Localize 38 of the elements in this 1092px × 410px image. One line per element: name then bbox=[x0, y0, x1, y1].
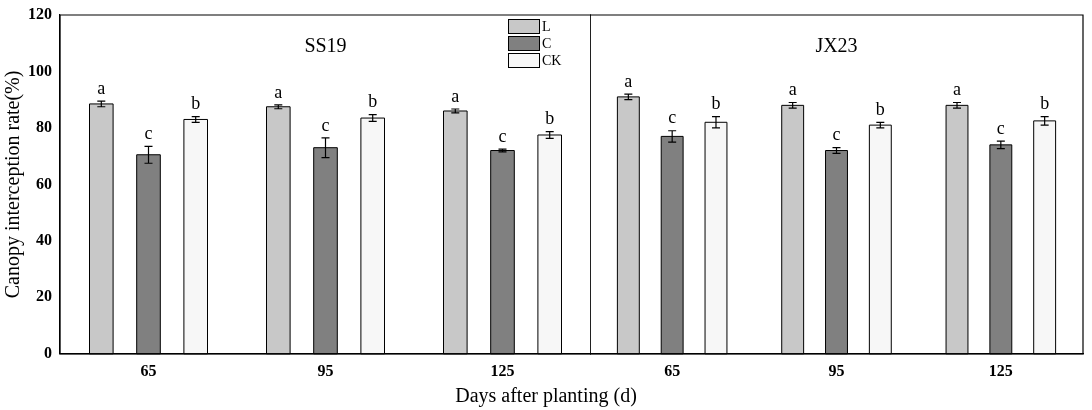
y-tick-label: 60 bbox=[36, 174, 52, 192]
data-label: c bbox=[321, 114, 330, 135]
y-tick-label: 120 bbox=[28, 5, 52, 23]
x-tick-label: 125 bbox=[988, 361, 1013, 379]
data-label: a bbox=[953, 79, 962, 100]
x-tick-label: 95 bbox=[828, 361, 845, 379]
x-tick-label: 125 bbox=[490, 361, 515, 379]
data-label: a bbox=[624, 70, 633, 91]
x-tick-label: 95 bbox=[317, 361, 334, 379]
text: JX23 bbox=[815, 34, 858, 57]
y-tick-label: 0 bbox=[44, 343, 52, 361]
x-tick-label: 65 bbox=[664, 361, 681, 379]
data-label: b bbox=[368, 91, 378, 112]
x-tick-label: 65 bbox=[140, 361, 157, 379]
x-axis-title: Days after planting (d) bbox=[454, 384, 638, 407]
data-label: b bbox=[1040, 93, 1050, 114]
text: SS19 bbox=[304, 34, 347, 57]
data-label: c bbox=[996, 117, 1005, 138]
y-tick-label: 20 bbox=[36, 287, 52, 305]
data-label: a bbox=[97, 77, 106, 98]
data-label: c bbox=[832, 124, 841, 145]
data-label: b bbox=[191, 93, 201, 114]
y-tick-label: 100 bbox=[28, 61, 52, 79]
y-axis-title: Canopy interception rate(%) bbox=[1, 70, 25, 299]
legend-label: C bbox=[542, 35, 552, 52]
data-label: a bbox=[788, 79, 797, 100]
legend-label: CK bbox=[542, 52, 562, 69]
legend-label: L bbox=[542, 18, 551, 35]
data-label: b bbox=[711, 93, 721, 114]
data-label: c bbox=[668, 107, 677, 128]
data-label: a bbox=[274, 81, 283, 102]
data-label: c bbox=[498, 125, 507, 146]
y-tick-label: 40 bbox=[36, 231, 52, 249]
data-label: c bbox=[144, 123, 153, 144]
y-tick-label: 80 bbox=[36, 118, 52, 136]
data-label: a bbox=[451, 85, 460, 106]
data-label: b bbox=[875, 99, 885, 120]
data-label: b bbox=[545, 108, 555, 129]
